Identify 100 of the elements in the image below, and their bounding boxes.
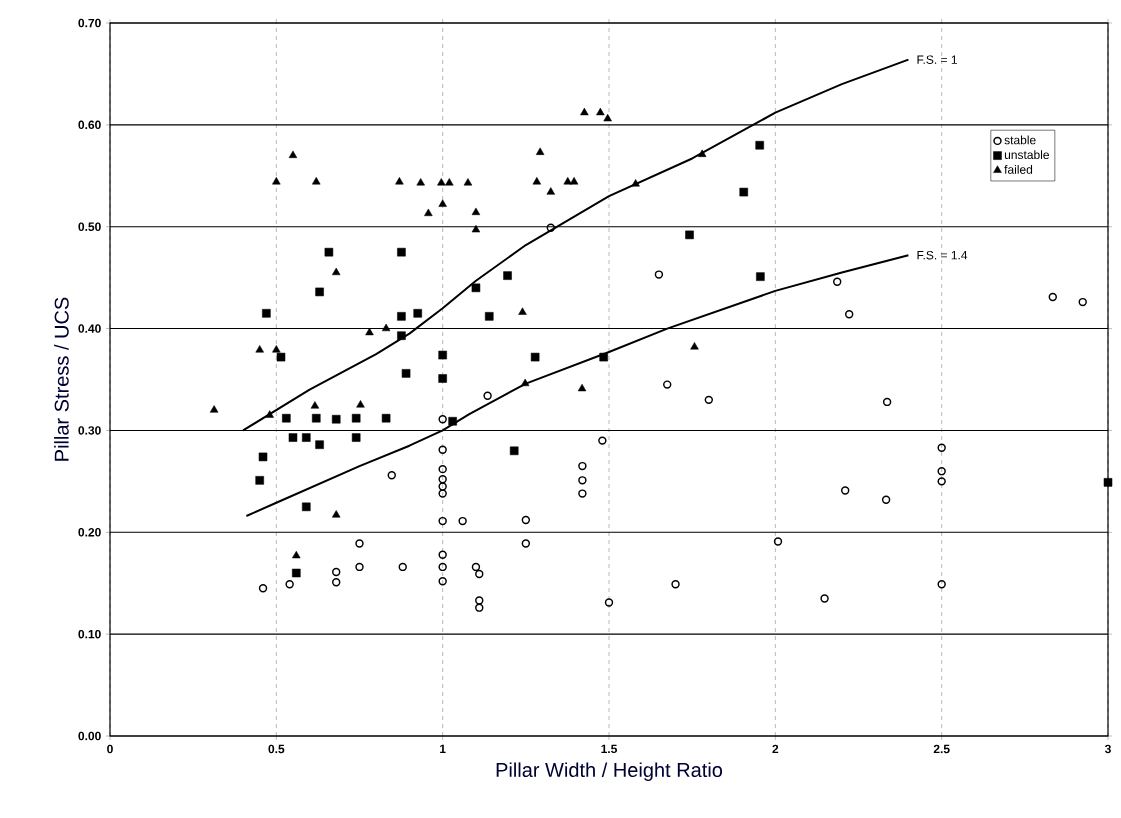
point — [463, 178, 473, 186]
point — [438, 516, 447, 526]
point — [424, 208, 433, 217]
point — [315, 287, 324, 297]
point — [209, 405, 219, 413]
point — [282, 413, 291, 423]
point — [755, 140, 764, 150]
point — [413, 309, 422, 318]
point — [1078, 297, 1087, 307]
point — [272, 177, 281, 185]
point — [685, 230, 694, 240]
point — [332, 510, 341, 518]
point — [448, 417, 457, 426]
point — [416, 178, 425, 186]
point — [569, 177, 579, 185]
point — [475, 603, 484, 612]
point — [395, 177, 404, 185]
line-series — [245, 254, 910, 517]
point — [397, 247, 406, 257]
point — [546, 187, 555, 195]
point — [288, 150, 298, 158]
point — [509, 446, 519, 456]
point — [397, 312, 406, 321]
point — [603, 113, 612, 122]
point — [332, 267, 341, 276]
point — [398, 562, 407, 572]
point — [332, 567, 341, 577]
y-tick-label: 0.40 — [78, 324, 101, 333]
point — [475, 596, 484, 605]
x-tick-label: 0 — [107, 744, 113, 754]
point — [315, 440, 324, 449]
y-axis-title: Pillar Stress / UCS — [54, 297, 69, 461]
legend-label: stable — [1004, 135, 1036, 145]
point — [520, 378, 530, 387]
x-tick-label: 1 — [440, 744, 446, 753]
point — [438, 350, 447, 360]
point — [578, 489, 587, 498]
point — [458, 516, 467, 526]
point — [503, 271, 512, 280]
point — [881, 495, 891, 504]
point — [1103, 478, 1113, 487]
point — [535, 147, 545, 155]
point — [438, 199, 447, 207]
x-tick-label: 0.5 — [268, 744, 285, 754]
point — [258, 452, 268, 462]
point — [833, 277, 842, 286]
point — [312, 177, 321, 185]
point — [471, 562, 481, 572]
point — [401, 369, 411, 378]
legend-label: failed — [1004, 164, 1033, 174]
point — [471, 224, 481, 233]
point — [580, 107, 589, 116]
point — [288, 433, 298, 442]
point — [437, 178, 446, 186]
point — [438, 562, 447, 572]
point — [820, 594, 829, 603]
point — [631, 179, 640, 187]
point — [521, 539, 531, 548]
point — [756, 272, 765, 281]
point — [604, 598, 614, 607]
point — [438, 374, 447, 383]
y-tick-label: 0.70 — [78, 18, 101, 28]
point — [332, 577, 341, 587]
point — [351, 433, 361, 442]
point — [356, 400, 365, 408]
point — [530, 352, 540, 362]
point — [255, 345, 264, 353]
point — [663, 380, 672, 389]
point — [471, 207, 481, 215]
point — [773, 537, 783, 546]
point — [937, 580, 946, 589]
point — [546, 223, 555, 232]
point — [739, 187, 748, 197]
point — [654, 270, 664, 279]
point — [937, 466, 946, 476]
x-tick-label: 2 — [772, 744, 779, 754]
point — [258, 584, 268, 593]
point — [276, 352, 286, 362]
point — [471, 283, 481, 293]
point — [302, 502, 311, 512]
point — [438, 489, 447, 498]
point — [438, 475, 447, 484]
point — [937, 443, 946, 452]
point — [445, 178, 454, 186]
point — [355, 539, 364, 548]
point — [577, 383, 587, 392]
point — [355, 562, 364, 572]
point — [578, 461, 587, 471]
point — [292, 568, 301, 578]
point — [671, 580, 680, 589]
legend-label: unstable — [1004, 150, 1049, 160]
point — [272, 345, 281, 353]
point — [518, 307, 527, 315]
point — [521, 515, 531, 525]
point — [381, 323, 391, 332]
point — [387, 471, 396, 480]
point — [255, 476, 264, 485]
point — [265, 410, 274, 418]
y-tick-label: 0.30 — [78, 426, 101, 435]
point — [484, 312, 494, 321]
